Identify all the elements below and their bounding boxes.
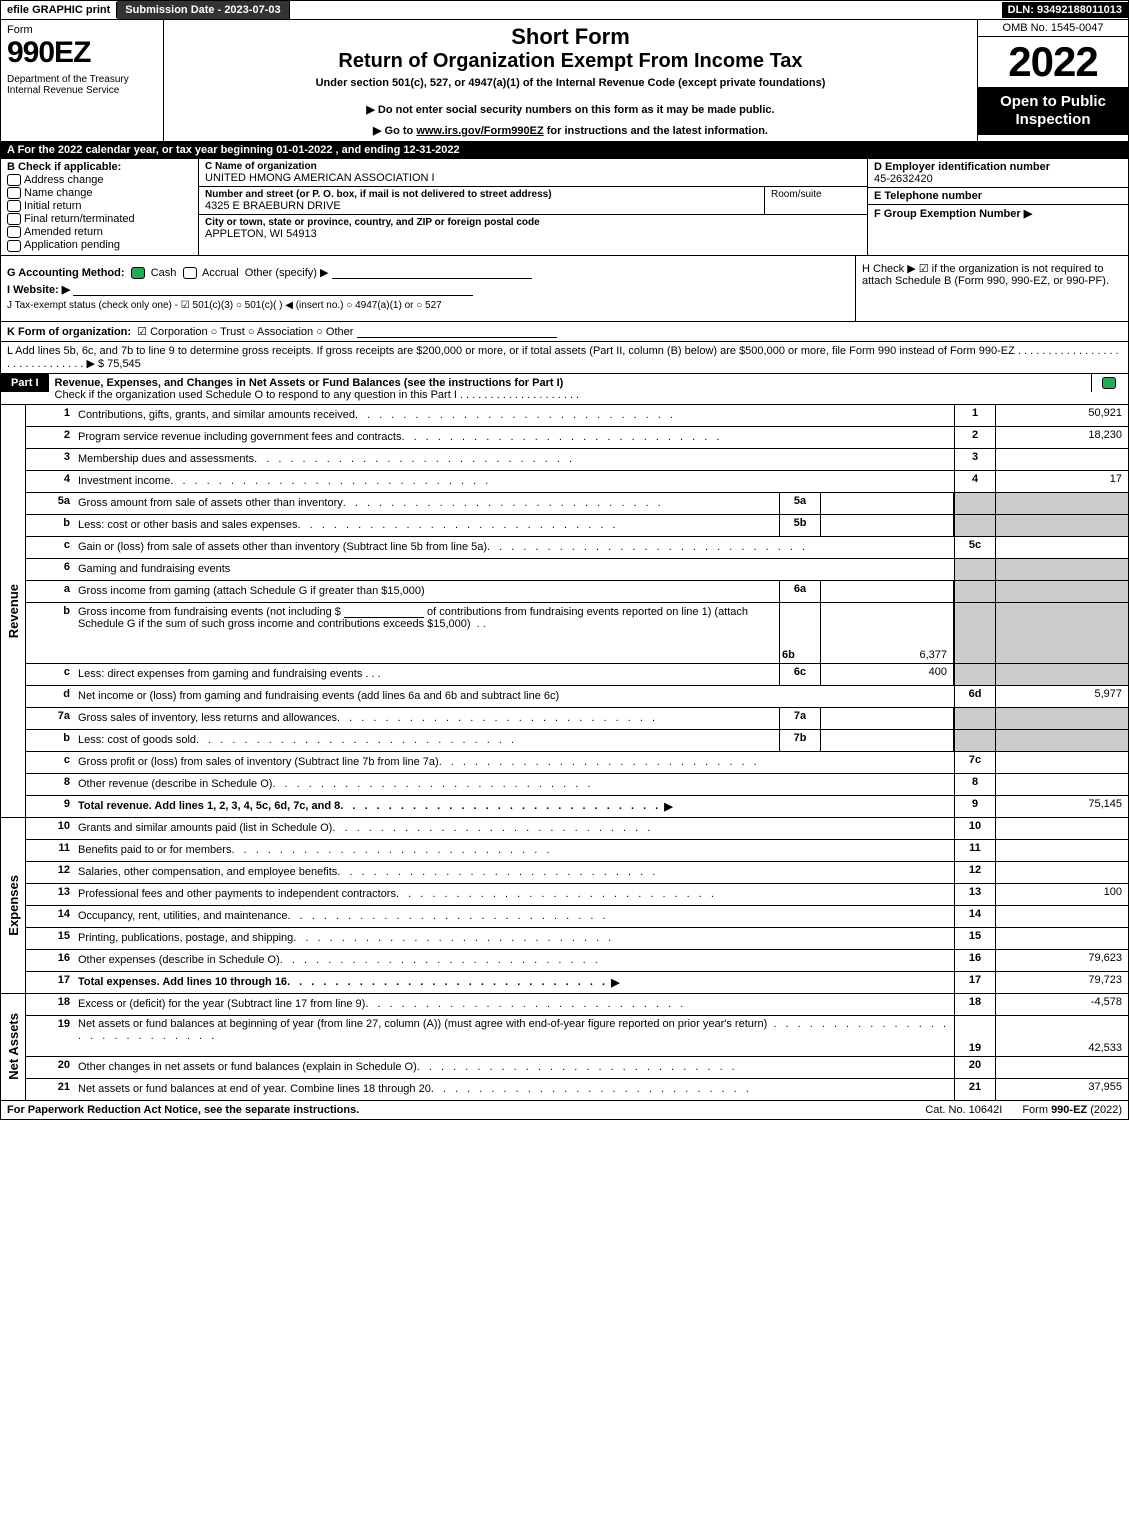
box-b-header: B Check if applicable: <box>7 161 192 173</box>
efile-label[interactable]: efile GRAPHIC print <box>1 2 117 18</box>
val-8 <box>995 774 1128 795</box>
chk-accrual[interactable] <box>183 267 197 279</box>
line-h: H Check ▶ ☑ if the organization is not r… <box>855 256 1128 321</box>
street-label: Number and street (or P. O. box, if mail… <box>205 189 758 200</box>
department-label: Department of the Treasury Internal Reve… <box>7 74 157 96</box>
form-ref: Form 990-EZ (2022) <box>1022 1104 1122 1116</box>
line-i: I Website: ▶ <box>7 283 849 296</box>
city-value: APPLETON, WI 54913 <box>205 228 861 240</box>
chk-schedule-o[interactable] <box>1102 377 1116 389</box>
val-13: 100 <box>995 884 1128 905</box>
ssn-warning: ▶ Do not enter social security numbers o… <box>170 103 971 116</box>
val-6b: 6,377 <box>821 603 954 663</box>
chk-application-pending[interactable]: Application pending <box>7 239 192 251</box>
box-b: B Check if applicable: Address change Na… <box>1 159 199 255</box>
form-word: Form <box>7 24 157 36</box>
box-def: D Employer identification number 45-2632… <box>867 159 1128 255</box>
page-footer: For Paperwork Reduction Act Notice, see … <box>0 1101 1129 1120</box>
goto-line: ▶ Go to www.irs.gov/Form990EZ for instru… <box>170 124 971 137</box>
goto-prefix: ▶ Go to <box>373 125 416 137</box>
city-label: City or town, state or province, country… <box>205 217 861 228</box>
omb-number: OMB No. 1545-0047 <box>978 20 1128 37</box>
part-i-tab: Part I <box>1 374 49 392</box>
part-i-subtitle: Check if the organization used Schedule … <box>55 389 580 401</box>
val-9: 75,145 <box>995 796 1128 817</box>
submission-date: Submission Date - 2023-07-03 <box>117 1 289 19</box>
val-7c <box>995 752 1128 773</box>
top-bar: efile GRAPHIC print Submission Date - 20… <box>0 0 1129 20</box>
group-exemption-label: F Group Exemption Number ▶ <box>874 207 1122 220</box>
val-6c: 400 <box>821 664 954 685</box>
under-section: Under section 501(c), 527, or 4947(a)(1)… <box>170 77 971 89</box>
val-17: 79,723 <box>995 972 1128 993</box>
val-10 <box>995 818 1128 839</box>
chk-final-return[interactable]: Final return/terminated <box>7 213 192 225</box>
val-6d: 5,977 <box>995 686 1128 707</box>
short-form-title: Short Form <box>170 24 971 50</box>
paperwork-notice: For Paperwork Reduction Act Notice, see … <box>7 1104 905 1116</box>
line-l: L Add lines 5b, 6c, and 7b to line 9 to … <box>0 342 1129 374</box>
netassets-vlabel: Net Assets <box>1 994 26 1100</box>
line-k: K Form of organization: ☑ Corporation ○ … <box>0 322 1129 342</box>
ein-label: D Employer identification number <box>874 161 1122 173</box>
expenses-vlabel: Expenses <box>1 818 26 993</box>
val-3 <box>995 449 1128 470</box>
form-header: Form 990EZ Department of the Treasury In… <box>0 20 1129 142</box>
row-a-tax-year: A For the 2022 calendar year, or tax yea… <box>0 142 1129 159</box>
room-label: Room/suite <box>765 187 867 214</box>
chk-cash[interactable] <box>131 267 145 279</box>
val-19: 42,533 <box>995 1016 1128 1056</box>
line-g: G Accounting Method: Cash Accrual Other … <box>7 266 849 279</box>
val-18: -4,578 <box>995 994 1128 1015</box>
val-4: 17 <box>995 471 1128 492</box>
chk-name-change[interactable]: Name change <box>7 187 192 199</box>
section-bcdef: B Check if applicable: Address change Na… <box>0 159 1129 256</box>
part-i-title: Revenue, Expenses, and Changes in Net As… <box>55 377 564 389</box>
form-number: 990EZ <box>7 36 157 70</box>
val-5c <box>995 537 1128 558</box>
val-16: 79,623 <box>995 950 1128 971</box>
val-12 <box>995 862 1128 883</box>
phone-label: E Telephone number <box>874 190 1122 202</box>
chk-address-change[interactable]: Address change <box>7 174 192 186</box>
ghij-block: G Accounting Method: Cash Accrual Other … <box>0 256 1129 322</box>
val-2: 18,230 <box>995 427 1128 448</box>
revenue-section: Revenue 1Contributions, gifts, grants, a… <box>0 405 1129 818</box>
ein-value: 45-2632420 <box>874 173 1122 185</box>
catalog-number: Cat. No. 10642I <box>905 1104 1022 1116</box>
expenses-section: Expenses 10Grants and similar amounts pa… <box>0 818 1129 994</box>
org-name-value: UNITED HMONG AMERICAN ASSOCIATION I <box>205 172 861 184</box>
inspection-badge: Open to Public Inspection <box>978 87 1128 135</box>
chk-initial-return[interactable]: Initial return <box>7 200 192 212</box>
irs-link[interactable]: www.irs.gov/Form990EZ <box>416 125 543 137</box>
return-title: Return of Organization Exempt From Incom… <box>170 50 971 73</box>
line-j: J Tax-exempt status (check only one) - ☑… <box>7 300 849 311</box>
box-c: C Name of organization UNITED HMONG AMER… <box>199 159 867 255</box>
val-11 <box>995 840 1128 861</box>
part-i-header: Part I Revenue, Expenses, and Changes in… <box>0 374 1129 405</box>
header-right: OMB No. 1545-0047 2022 Open to Public In… <box>977 20 1128 141</box>
val-15 <box>995 928 1128 949</box>
net-assets-section: Net Assets 18Excess or (deficit) for the… <box>0 994 1129 1101</box>
val-21: 37,955 <box>995 1079 1128 1100</box>
chk-amended-return[interactable]: Amended return <box>7 226 192 238</box>
dln: DLN: 93492188011013 <box>1002 2 1128 18</box>
street-value: 4325 E BRAEBURN DRIVE <box>205 200 758 212</box>
tax-year: 2022 <box>978 37 1128 87</box>
goto-suffix: for instructions and the latest informat… <box>544 125 768 137</box>
form-id-block: Form 990EZ Department of the Treasury In… <box>1 20 164 141</box>
val-20 <box>995 1057 1128 1078</box>
val-1: 50,921 <box>995 405 1128 426</box>
revenue-vlabel: Revenue <box>1 405 26 817</box>
org-name-label: C Name of organization <box>205 161 861 172</box>
val-14 <box>995 906 1128 927</box>
form-title-block: Short Form Return of Organization Exempt… <box>164 20 977 141</box>
